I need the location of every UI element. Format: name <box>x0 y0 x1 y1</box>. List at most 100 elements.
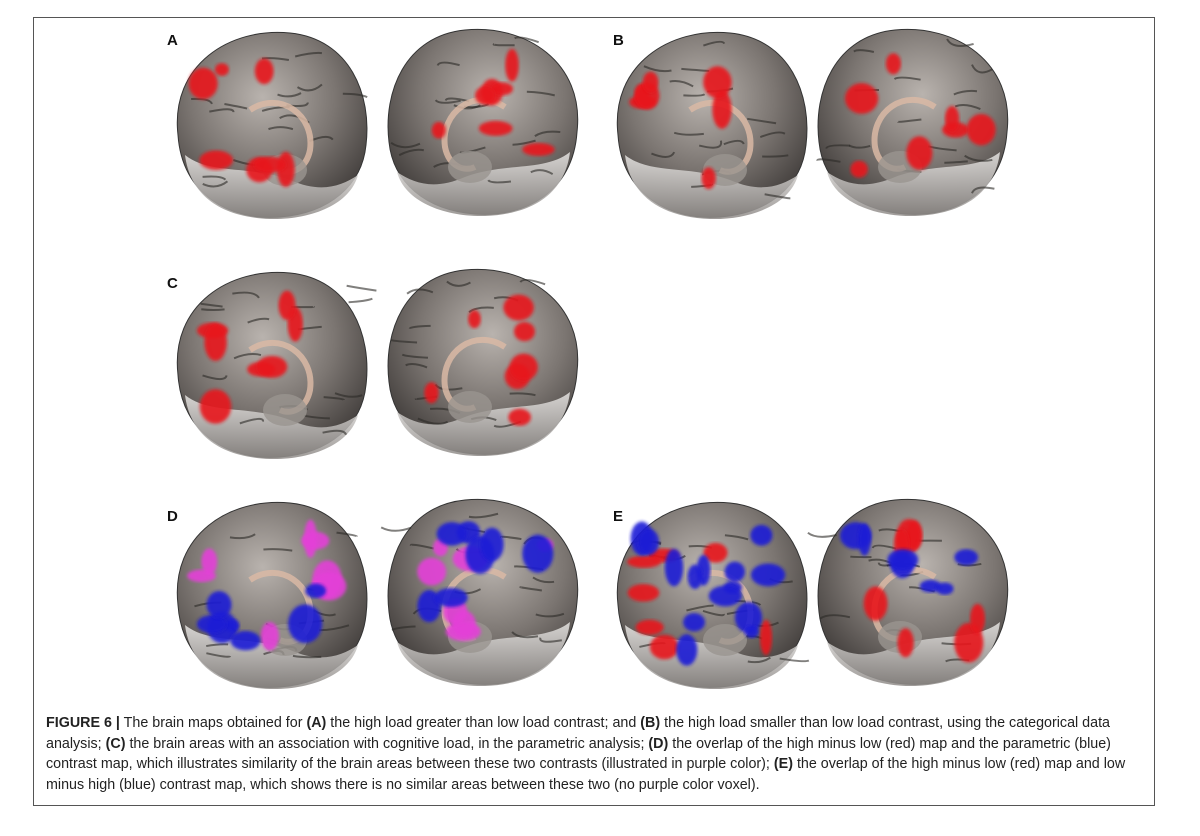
brain-shape <box>850 555 872 559</box>
brain-shape <box>514 321 535 342</box>
brain-shape <box>686 604 714 612</box>
brain-shape <box>954 104 981 111</box>
brain-shape <box>885 53 901 75</box>
brain-shape <box>762 154 789 158</box>
brain-shape <box>519 278 546 286</box>
brain-shape <box>750 524 773 546</box>
brain-shape <box>887 549 919 571</box>
brain-shape <box>845 83 879 114</box>
brain-shape <box>816 158 841 163</box>
brain-shape <box>202 175 227 181</box>
brain-shape <box>444 97 470 103</box>
brain-shape <box>853 49 875 53</box>
brain-shape <box>627 584 660 602</box>
brain-shape <box>480 527 504 562</box>
brain-shape <box>759 131 786 139</box>
brain-shape <box>296 83 323 92</box>
brain-shape <box>294 51 322 58</box>
figure-frame <box>33 17 1155 806</box>
caption-text: the overlap of the high minus low (red) … <box>46 756 1126 793</box>
panel-label: A <box>167 32 178 49</box>
brain-shape <box>954 549 979 566</box>
brain-shape <box>893 76 921 81</box>
brain-shape <box>260 621 279 651</box>
brain-shape <box>206 591 232 619</box>
brain-shape <box>871 544 897 550</box>
caption-text: The brain maps obtained for <box>123 715 303 731</box>
brain <box>176 271 377 460</box>
brain-shape <box>919 579 942 593</box>
brain-shape <box>514 36 539 44</box>
caption-marker: (E) <box>773 756 793 772</box>
brain-shape <box>750 563 786 587</box>
brain-shape <box>522 534 554 573</box>
brain-shape <box>468 512 499 519</box>
brain-shape <box>747 117 777 125</box>
brain-shape <box>509 353 538 381</box>
brain-shape <box>292 654 322 659</box>
brain-shape <box>703 624 747 656</box>
brain-shape <box>779 657 810 663</box>
brain-shape <box>703 66 732 99</box>
caption-marker: (A) <box>306 715 327 731</box>
brain-shape <box>202 374 228 381</box>
brain-shape <box>209 108 235 113</box>
brain-shape <box>651 151 676 158</box>
brain-shape <box>254 58 274 85</box>
brain-shape <box>436 522 468 546</box>
brain-shape <box>508 408 531 426</box>
brain-shape <box>196 615 227 634</box>
panel-label: D <box>167 508 178 525</box>
brain-shape <box>698 140 723 149</box>
brain-shape <box>288 604 323 644</box>
panel-label: E <box>613 508 623 525</box>
brain-shape <box>505 48 519 82</box>
brain-shape <box>530 169 554 176</box>
brain-shape <box>703 40 726 47</box>
brain-shape <box>760 619 773 656</box>
brain-shape <box>199 150 234 170</box>
caption-text: the high load greater than low load cont… <box>330 715 637 731</box>
brain-shape <box>492 43 515 47</box>
brain-shape <box>468 310 481 329</box>
brain-shape <box>200 302 223 308</box>
brain-shape <box>390 142 421 149</box>
brain-shape <box>701 167 716 190</box>
brain-shape <box>334 392 363 398</box>
brain-shape <box>201 308 225 311</box>
brain-shape <box>434 99 461 104</box>
brain-shape <box>202 180 229 188</box>
brain-shape <box>253 156 286 173</box>
figure-caption: FIGURE 6 | The brain maps obtained for (… <box>46 713 1146 795</box>
panel-label: C <box>167 275 178 292</box>
brain-shape <box>424 382 439 404</box>
brain-shape <box>957 562 982 567</box>
brain-shape <box>277 92 302 98</box>
brain-shape <box>858 523 871 556</box>
caption-text: the high load smaller than low load cont… <box>46 715 1110 752</box>
brain-shape <box>434 588 468 607</box>
brain-shape <box>397 152 570 217</box>
brain-shape <box>724 561 745 583</box>
brain-shape <box>723 139 745 146</box>
caption-marker: (B) <box>640 715 661 731</box>
brain-shape <box>206 643 229 648</box>
brain-shape <box>401 353 429 359</box>
brain-shape <box>263 394 307 426</box>
brain-shape <box>187 569 216 583</box>
brain-shape <box>535 612 565 618</box>
brain-shape <box>468 306 494 314</box>
brain-shape <box>734 601 763 633</box>
brain-shape <box>263 548 293 552</box>
brain-shape <box>342 92 368 99</box>
brain-shape <box>323 396 346 401</box>
brain-shape <box>491 82 514 96</box>
caption-marker: (D) <box>648 735 669 752</box>
brain-shape <box>683 93 706 97</box>
panel-label: B <box>613 32 624 49</box>
brain-shape <box>417 557 447 586</box>
brain-shape <box>897 628 914 658</box>
brain-shape <box>229 533 256 540</box>
brain-shape <box>807 531 837 538</box>
